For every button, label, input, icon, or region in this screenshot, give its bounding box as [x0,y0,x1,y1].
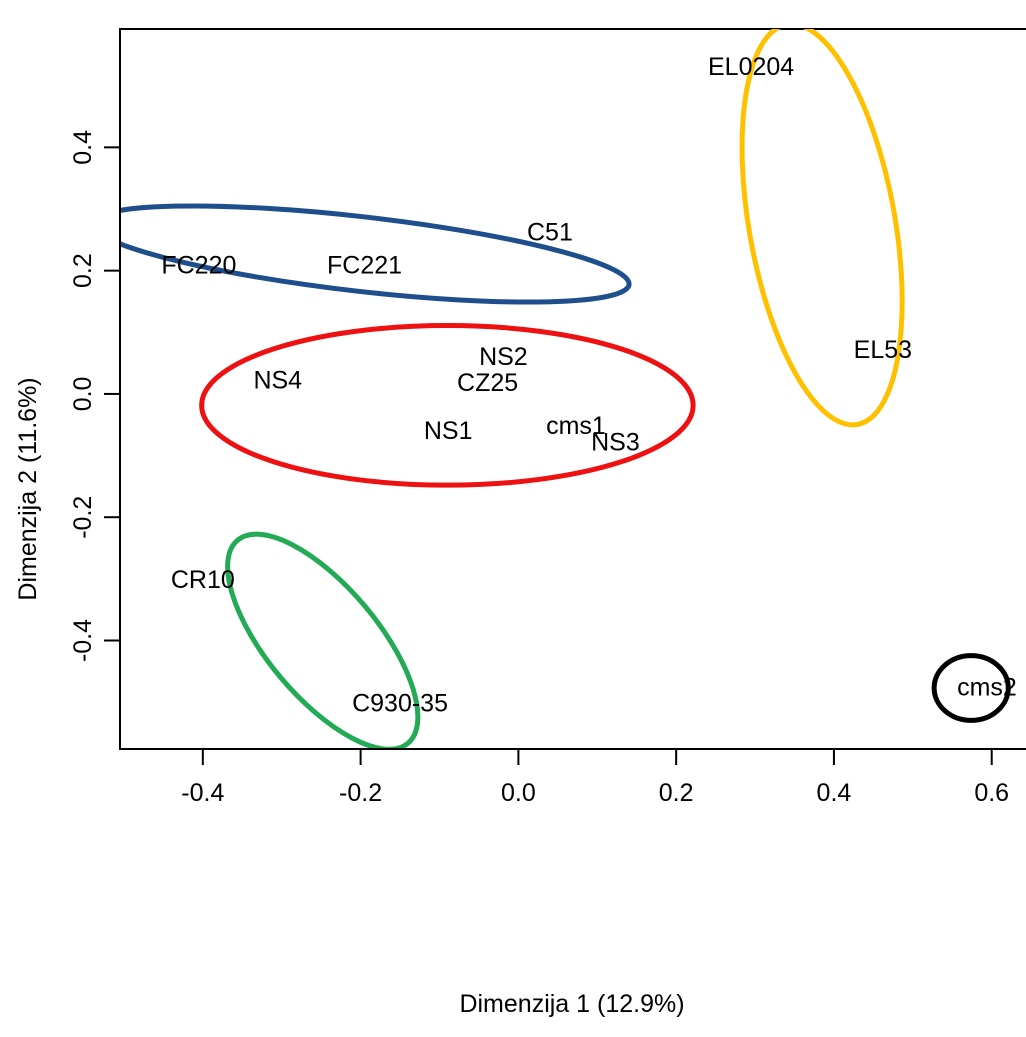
group-ellipse-3 [225,531,421,750]
point-label: NS3 [591,429,640,457]
group-ellipse-0 [120,203,632,305]
y-axis-title: Dimenzija 2 (11.6%) [14,377,42,600]
group-ellipses [120,29,1011,750]
x-tick-label: 0.0 [501,779,536,807]
y-tick-label: -0.2 [69,496,97,539]
x-tick-label: -0.2 [339,779,382,807]
y-tick-label: 0.4 [69,130,97,165]
x-tick-label: 0.6 [974,779,1009,807]
y-tick-label: 0.0 [69,377,97,412]
y-tick-label: 0.2 [69,253,97,288]
x-tick-label: 0.2 [659,779,694,807]
point-label: C51 [527,218,573,246]
point-label: CR10 [171,566,235,594]
x-axis: -0.4 -0.2 0.0 0.2 0.4 0.6 [181,748,1009,807]
x-tick-label: 0.4 [817,779,852,807]
point-label: cms1 [546,412,606,440]
point-label: C930-35 [352,689,448,717]
point-label: NS1 [424,417,473,445]
group-ellipse-2 [739,29,905,428]
x-axis-title: Dimenzija 1 (12.9%) [459,990,684,1018]
point-label: NS4 [253,366,302,394]
point-label: cms2 [957,673,1017,701]
group-ellipse-4 [931,653,1011,723]
point-label: FC220 [161,252,236,280]
point-label: EL53 [854,336,912,364]
y-axis: -0.4 -0.2 0.0 0.2 0.4 [69,130,121,662]
point-label: FC221 [327,252,402,280]
group-ellipse-1 [199,323,696,488]
point-label: NS2 [479,343,528,371]
x-tick-label: -0.4 [181,779,224,807]
y-tick-label: -0.4 [69,619,97,662]
point-label: EL0204 [708,53,794,81]
point-label: CZ25 [457,369,518,397]
